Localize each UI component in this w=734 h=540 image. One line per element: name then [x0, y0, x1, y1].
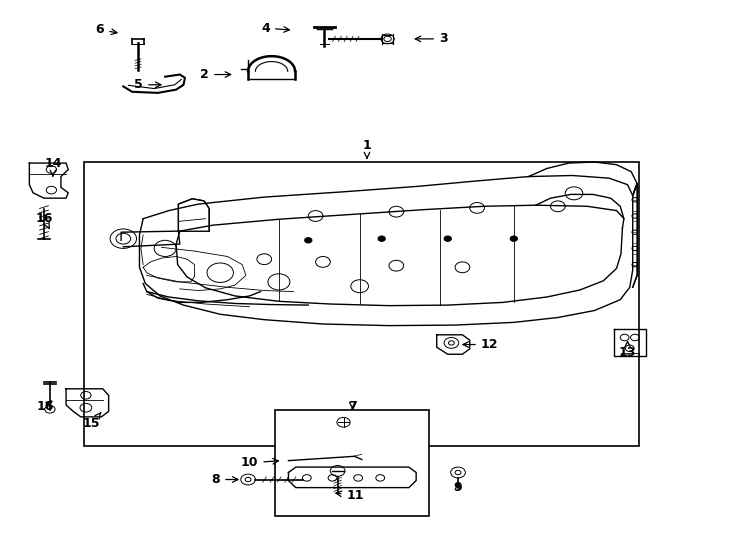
- Bar: [84, 162, 639, 445]
- Text: 6: 6: [95, 23, 117, 36]
- Text: 14: 14: [44, 157, 62, 176]
- Text: 13: 13: [619, 342, 636, 359]
- Text: 3: 3: [415, 32, 448, 45]
- Circle shape: [378, 236, 385, 241]
- Circle shape: [444, 236, 451, 241]
- Text: 7: 7: [348, 400, 357, 413]
- Text: 5: 5: [134, 78, 161, 91]
- Text: 9: 9: [454, 481, 462, 494]
- Text: 10: 10: [241, 456, 278, 469]
- Text: 11: 11: [336, 489, 364, 502]
- Text: 12: 12: [463, 338, 498, 351]
- Text: 16: 16: [35, 212, 53, 228]
- Text: 16: 16: [37, 400, 54, 413]
- Circle shape: [510, 236, 517, 241]
- Text: 8: 8: [211, 473, 238, 486]
- Text: 2: 2: [200, 68, 230, 81]
- Text: 1: 1: [363, 139, 371, 158]
- Circle shape: [305, 238, 312, 243]
- Text: 15: 15: [83, 413, 101, 430]
- Bar: [275, 410, 429, 516]
- Text: 4: 4: [261, 22, 289, 35]
